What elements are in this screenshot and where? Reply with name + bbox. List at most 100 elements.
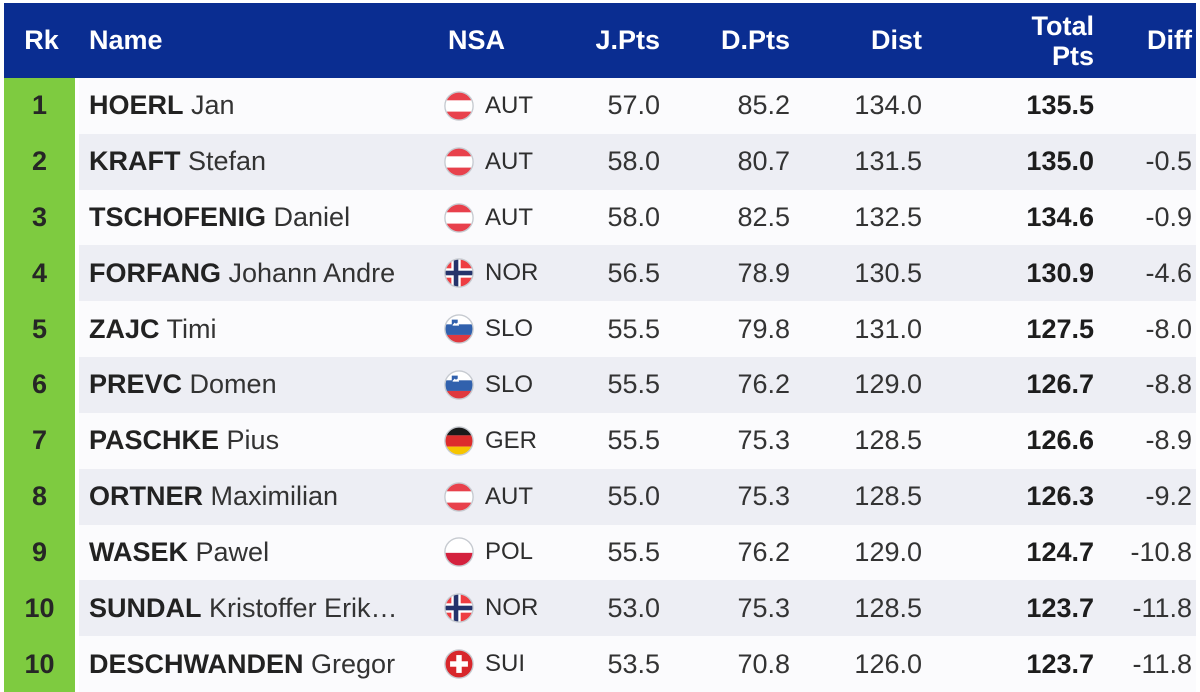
- athlete-given-name: Timi: [166, 313, 217, 344]
- rank-cell: 4: [4, 245, 79, 302]
- rank-cell: 6: [4, 357, 79, 413]
- nsa-cell: AUT: [434, 201, 569, 235]
- total-points-cell: 135.5: [1026, 90, 1094, 121]
- rank-cell: 10: [4, 636, 79, 692]
- athlete-surname: ORTNER: [89, 481, 203, 512]
- total-points-cell: 126.3: [1026, 481, 1094, 512]
- athlete-given-name: Pawel: [195, 536, 270, 567]
- nsa-cell: AUT: [434, 480, 569, 514]
- distance-cell: 131.5: [854, 146, 922, 177]
- table-row: 10 DESCHWANDEN Gregor SUI 53.5 70.8 126.…: [4, 636, 1196, 692]
- table-row: 1 HOERL Jan AUT 57.0 85.2 134.0 135.5: [4, 78, 1196, 134]
- distance-points-cell: 75.3: [737, 481, 790, 512]
- nsa-code: POL: [485, 538, 534, 566]
- col-header-total-line1: Total: [1031, 10, 1095, 41]
- nsa-code: SLO: [485, 315, 534, 343]
- name-cell: SUNDAL Kristoffer Erik…: [79, 593, 434, 624]
- total-points-cell: 123.7: [1026, 648, 1094, 679]
- flag-sui-icon: [442, 647, 476, 681]
- name-cell: DESCHWANDEN Gregor: [79, 649, 434, 680]
- table-row: 4 FORFANG Johann Andre NOR 56.5 78.9 130…: [4, 245, 1196, 302]
- total-points-cell: 134.6: [1026, 202, 1094, 233]
- diff-cell: -10.8: [1130, 536, 1192, 567]
- distance-cell: 134.0: [854, 90, 922, 121]
- table-row: 2 KRAFT Stefan AUT 58.0 80.7 131.5 135.0…: [4, 133, 1196, 190]
- nsa-code: AUT: [485, 147, 533, 175]
- athlete-given-name: Jan: [191, 90, 235, 121]
- flag-nor-icon: [442, 591, 476, 625]
- col-header-dist: Dist: [870, 25, 922, 55]
- diff-cell: -11.8: [1132, 648, 1192, 679]
- total-points-cell: 130.9: [1026, 257, 1094, 288]
- judge-points-cell: 56.5: [607, 257, 660, 288]
- flag-aut-icon: [442, 89, 476, 123]
- distance-cell: 130.5: [854, 257, 922, 288]
- nsa-code: SUI: [485, 650, 526, 678]
- diff-cell: -8.9: [1145, 425, 1192, 456]
- judge-points-cell: 53.0: [607, 592, 660, 623]
- rank-cell: 8: [4, 468, 79, 525]
- distance-cell: 131.0: [854, 313, 922, 344]
- total-points-cell: 124.7: [1026, 536, 1094, 567]
- athlete-surname: ZAJC: [89, 313, 160, 344]
- nsa-cell: NOR: [434, 256, 569, 290]
- nsa-cell: SLO: [434, 368, 569, 402]
- distance-points-cell: 75.3: [737, 592, 790, 623]
- table-row: 9 WASEK Pawel POL 55.5 76.2 129.0 124.7 …: [4, 524, 1196, 581]
- flag-nor-icon: [442, 256, 476, 290]
- rank-cell: 9: [4, 524, 79, 581]
- nsa-code: SLO: [485, 370, 534, 398]
- distance-points-cell: 85.2: [737, 90, 790, 121]
- rank-cell: 1: [4, 78, 79, 134]
- name-cell: TSCHOFENIG Daniel: [79, 202, 434, 233]
- flag-aut-icon: [442, 480, 476, 514]
- rank-cell: 3: [4, 189, 79, 246]
- distance-points-cell: 76.2: [737, 536, 790, 567]
- judge-points-cell: 55.5: [607, 369, 660, 400]
- judge-points-cell: 53.5: [607, 648, 660, 679]
- judge-points-cell: 58.0: [607, 146, 660, 177]
- col-header-total-pts: Total Pts: [926, 11, 1096, 71]
- athlete-given-name: Daniel: [273, 202, 351, 233]
- judge-points-cell: 57.0: [607, 90, 660, 121]
- name-cell: FORFANG Johann Andre: [79, 258, 434, 289]
- rank-cell: 7: [4, 412, 79, 469]
- athlete-given-name: Stefan: [188, 146, 267, 177]
- table-row: 8 ORTNER Maximilian AUT 55.0 75.3 128.5 …: [4, 468, 1196, 525]
- distance-cell: 129.0: [854, 369, 922, 400]
- name-cell: HOERL Jan: [79, 90, 434, 121]
- table-row: 10 SUNDAL Kristoffer Erik… NOR 53.0 75.3…: [4, 580, 1196, 637]
- rank-cell: 5: [4, 301, 79, 358]
- athlete-surname: HOERL: [89, 90, 184, 121]
- col-header-nsa: NSA: [448, 25, 506, 55]
- distance-points-cell: 78.9: [737, 257, 790, 288]
- nsa-cell: AUT: [434, 89, 569, 123]
- nsa-cell: NOR: [434, 591, 569, 625]
- flag-ger-icon: [442, 424, 476, 458]
- athlete-surname: KRAFT: [89, 146, 181, 177]
- name-cell: ORTNER Maximilian: [79, 481, 434, 512]
- table-row: 3 TSCHOFENIG Daniel AUT 58.0 82.5 132.5 …: [4, 189, 1196, 246]
- total-points-cell: 123.7: [1026, 592, 1094, 623]
- nsa-cell: GER: [434, 424, 569, 458]
- diff-cell: -0.5: [1145, 146, 1192, 177]
- nsa-code: AUT: [485, 91, 533, 119]
- judge-points-cell: 58.0: [607, 202, 660, 233]
- nsa-code: NOR: [485, 259, 539, 287]
- nsa-cell: SLO: [434, 312, 569, 346]
- diff-cell: -0.9: [1145, 202, 1192, 233]
- distance-points-cell: 80.7: [737, 146, 790, 177]
- nsa-cell: POL: [434, 535, 569, 569]
- distance-cell: 128.5: [854, 481, 922, 512]
- athlete-surname: SUNDAL: [89, 592, 202, 623]
- col-header-dpts: D.Pts: [720, 25, 790, 55]
- flag-slo-icon: [442, 368, 476, 402]
- diff-cell: -8.8: [1145, 369, 1192, 400]
- athlete-surname: TSCHOFENIG: [89, 202, 267, 233]
- col-header-rank: Rk: [24, 25, 59, 55]
- table-row: 6 PREVC Domen SLO 55.5 76.2 129.0 126.7 …: [4, 357, 1196, 413]
- distance-cell: 128.5: [854, 592, 922, 623]
- judge-points-cell: 55.5: [607, 313, 660, 344]
- table-row: 7 PASCHKE Pius GER 55.5 75.3 128.5 126.6…: [4, 412, 1196, 469]
- distance-points-cell: 79.8: [737, 313, 790, 344]
